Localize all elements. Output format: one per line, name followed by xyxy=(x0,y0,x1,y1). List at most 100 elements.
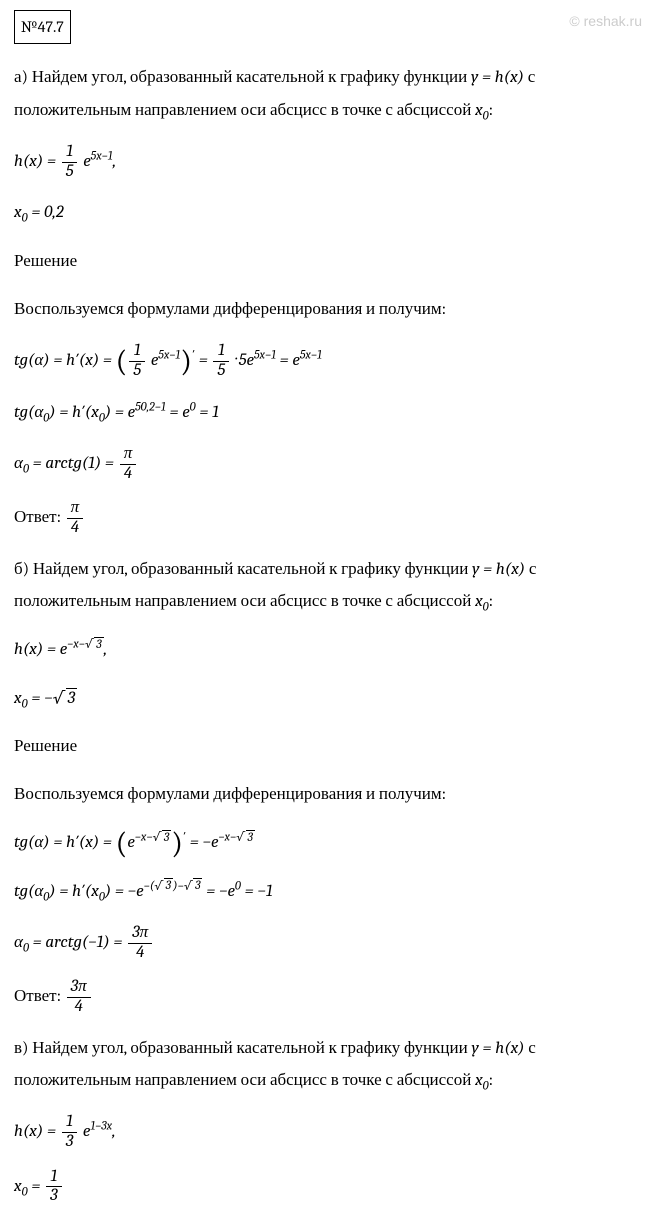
text: ) = e xyxy=(105,403,135,422)
paren: ) xyxy=(180,343,192,379)
text: −x− xyxy=(135,831,153,845)
fraction: 15 xyxy=(62,143,78,181)
text: · 5e xyxy=(231,351,254,370)
text: , xyxy=(112,1123,116,1142)
answer-label: Ответ: xyxy=(14,508,65,527)
part-b-x0: x0 = −√3 xyxy=(14,683,642,715)
text: x xyxy=(14,203,22,222)
exponent: 5x−1 xyxy=(300,349,322,363)
sqrt: 3 xyxy=(94,637,103,652)
text: = xyxy=(28,1177,45,1196)
paren: ( xyxy=(116,343,128,379)
numerator: 1 xyxy=(62,143,78,163)
denominator: 4 xyxy=(67,998,91,1017)
exponent: −x−√3 xyxy=(135,830,171,845)
text: а) Найдем угол, образованный касательной… xyxy=(14,68,471,87)
part-a-tg1: tg(α) = h′(x) = (15 e5x−1)′ = 15 · 5e5x−… xyxy=(14,342,642,380)
exponent: −(√3)−√3 xyxy=(144,878,203,893)
numerator: 3π xyxy=(128,924,152,944)
text: x xyxy=(14,689,22,708)
solution-label: Решение xyxy=(14,731,642,763)
text: : xyxy=(489,592,494,611)
part-b-tg2: tg(α0) = h′(x0) = −e−(√3)−√3 = −e0 = −1 xyxy=(14,876,642,908)
paren: ( xyxy=(116,825,128,861)
part-c-x0: x0 = 13 xyxy=(14,1168,642,1206)
exponent: −x−√3 xyxy=(67,637,103,652)
text: −x− xyxy=(67,638,85,652)
text: ) = h′(x xyxy=(49,403,99,422)
text: tg(α xyxy=(14,403,43,422)
text: ) = h′(x xyxy=(49,882,99,901)
fraction: π4 xyxy=(67,499,84,537)
text: e xyxy=(127,833,134,852)
fraction: π4 xyxy=(120,445,137,483)
problem-number: №47.7 xyxy=(14,10,71,44)
text: = xyxy=(195,351,212,370)
fraction: 3π4 xyxy=(128,924,152,962)
text: = e xyxy=(166,403,190,422)
text: tg(α) = h′(x) = xyxy=(14,351,116,370)
text: α xyxy=(14,454,23,473)
denominator: 3 xyxy=(62,1133,77,1152)
text: x xyxy=(14,1177,22,1196)
fraction: 13 xyxy=(46,1168,61,1206)
text: y = h(x) xyxy=(471,1039,524,1058)
text: e xyxy=(147,351,158,370)
paren: ) xyxy=(171,825,183,861)
text: б) Найдем угол, образованный касательной… xyxy=(14,560,472,579)
numerator: 1 xyxy=(213,342,229,362)
text: = 1 xyxy=(196,403,219,422)
exponent: 5x−1 xyxy=(158,349,180,363)
exponent: 5·0,2−1 xyxy=(135,400,166,414)
text: в) Найдем угол, образованный касательной… xyxy=(14,1039,471,1058)
text: = −e xyxy=(186,833,218,852)
text: = 0,2 xyxy=(28,203,64,222)
text: x xyxy=(475,101,483,120)
text: y = h(x) xyxy=(471,68,524,87)
exponent: 5x−1 xyxy=(91,149,113,163)
text: = − xyxy=(28,689,53,708)
text: : xyxy=(489,1071,494,1090)
part-a-hx: h(x) = 15 e5x−1, xyxy=(14,143,642,181)
part-b-prompt: б) Найдем угол, образованный касательной… xyxy=(14,554,642,619)
numerator: 3π xyxy=(67,978,91,998)
part-a-x0: x0 = 0,2 xyxy=(14,197,642,229)
part-c-hx: h(x) = 13 e1−3x, xyxy=(14,1113,642,1151)
sqrt: 3 xyxy=(246,830,255,845)
part-a-prompt: а) Найдем угол, образованный касательной… xyxy=(14,62,642,127)
text: e xyxy=(79,152,90,171)
text: x xyxy=(475,592,483,611)
text: , xyxy=(104,640,108,659)
numerator: 1 xyxy=(46,1168,61,1188)
part-b-hx: h(x) = e−x−√3, xyxy=(14,634,642,666)
text: = arctg(1) = xyxy=(29,454,118,473)
fraction: 13 xyxy=(62,1113,77,1151)
fraction: 15 xyxy=(129,342,145,380)
exponent: 1−3x xyxy=(90,1120,112,1134)
exponent: 5x−1 xyxy=(254,349,276,363)
denominator: 3 xyxy=(46,1187,61,1206)
text: : xyxy=(489,101,494,120)
diff-text: Воспользуемся формулами дифференцировани… xyxy=(14,294,642,326)
numerator: 1 xyxy=(129,342,145,362)
denominator: 5 xyxy=(213,362,229,381)
answer-label: Ответ: xyxy=(14,988,65,1007)
numerator: 1 xyxy=(62,1113,77,1133)
sqrt: 3 xyxy=(66,688,77,708)
denominator: 4 xyxy=(120,465,137,484)
text: )− xyxy=(173,879,184,893)
fraction: 15 xyxy=(213,342,229,380)
denominator: 5 xyxy=(62,163,78,182)
text: = −e xyxy=(202,882,234,901)
denominator: 4 xyxy=(67,519,84,538)
part-a-answer: Ответ: π4 xyxy=(14,499,642,537)
sqrt: 3 xyxy=(162,830,171,845)
text: = e xyxy=(276,351,300,370)
solution-label: Решение xyxy=(14,246,642,278)
part-a-tg2: tg(α0) = h′(x0) = e5·0,2−1 = e0 = 1 xyxy=(14,397,642,429)
diff-text: Воспользуемся формулами дифференцировани… xyxy=(14,779,642,811)
sqrt: 3 xyxy=(164,878,173,893)
text: e xyxy=(79,1123,90,1142)
watermark: © reshak.ru xyxy=(569,8,642,35)
text: h(x) = xyxy=(14,1123,60,1142)
